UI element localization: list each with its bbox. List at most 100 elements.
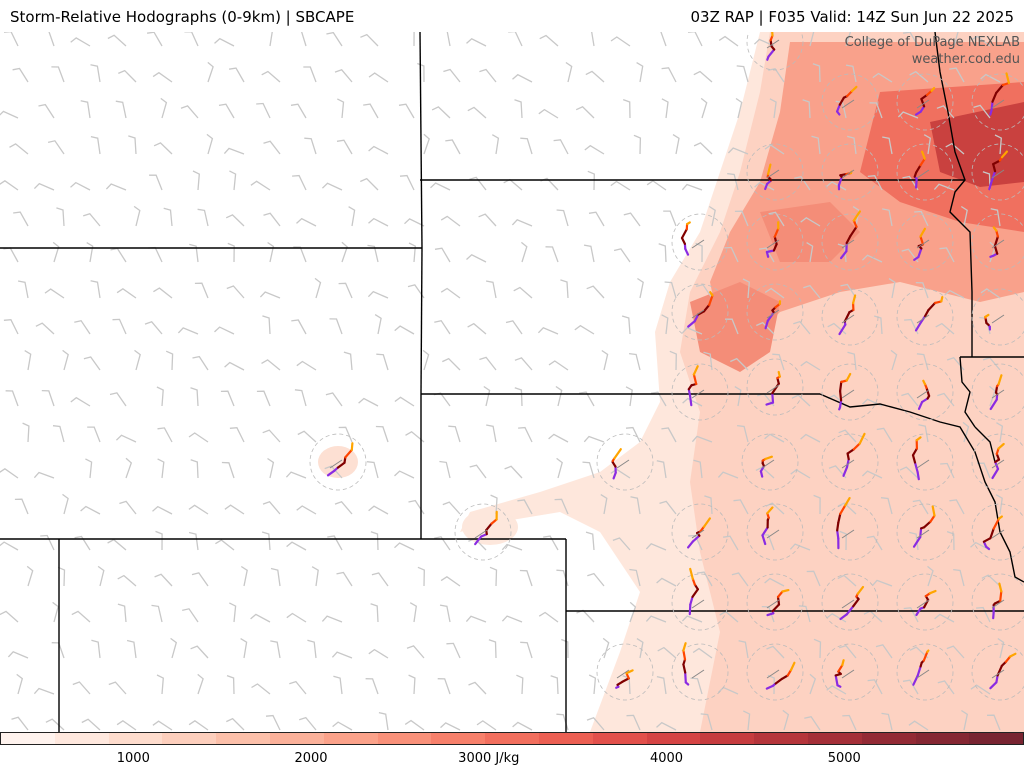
wind-barb-icon (625, 386, 633, 407)
wind-barb-icon (565, 61, 573, 83)
wind-barb-icon (871, 579, 893, 587)
wind-barb-icon (888, 278, 896, 299)
wind-barb-icon (398, 103, 415, 119)
wind-barb-icon (348, 206, 356, 227)
wind-barb-icon (294, 389, 307, 407)
wind-barb-icon (997, 637, 1005, 659)
wind-barb-icon (539, 34, 559, 47)
hodograph-icon (971, 643, 1024, 701)
wind-barb-icon (80, 100, 91, 119)
wind-barb-icon (440, 576, 461, 587)
wind-barb-icon (937, 392, 955, 407)
wind-barb-icon (157, 458, 165, 479)
wind-barb-icon (374, 314, 382, 335)
colorbar-segment (592, 733, 647, 744)
wind-barb-icon (519, 569, 533, 587)
wind-barb-icon (368, 505, 389, 515)
state-borders (0, 32, 1024, 732)
map-panel[interactable]: College of DuPage NEXLAB weather.cod.edu (0, 32, 1024, 732)
wind-barb-icon (672, 134, 680, 155)
colorbar-segment (538, 733, 593, 744)
wind-barb-icon (588, 674, 597, 695)
wind-barb-icon (486, 424, 497, 443)
wind-barb-icon (874, 315, 883, 335)
hodograph-icon (746, 358, 804, 416)
wind-barb-icon (718, 35, 739, 47)
wind-barb-icon (973, 104, 991, 119)
colorbar-segment (162, 733, 217, 744)
wind-barb-icon (869, 102, 883, 119)
wind-barb-icon (399, 174, 415, 191)
cape-shading-layer (318, 32, 1024, 732)
hodograph-icon (896, 288, 954, 346)
colorbar-segment (431, 733, 486, 744)
wind-barb-icon (433, 392, 451, 407)
wind-barb-icon (802, 99, 811, 119)
sbcape-colorbar: 1000 2000 3000 J/kg 4000 5000 (0, 732, 1024, 768)
wind-barb-icon (800, 217, 821, 227)
wind-barb-icon (226, 674, 235, 695)
wind-barb-icon (184, 32, 199, 47)
wind-barb-icon (826, 181, 847, 191)
wind-barb-icon (370, 603, 379, 623)
wind-barb-icon (658, 243, 667, 263)
wind-barb-icon (422, 349, 430, 371)
wind-barb-icon (87, 426, 101, 443)
wind-barb-icon (228, 67, 245, 83)
wind-barb-icon (229, 427, 245, 443)
wind-barb-icon (511, 219, 533, 227)
wind-barb-icon (157, 427, 173, 443)
wind-barb-icon (650, 391, 667, 407)
border-missouri-river-ne (819, 393, 1024, 583)
wind-barb-icon (292, 174, 307, 191)
wind-barb-icon (226, 285, 245, 299)
wind-barb-icon (980, 288, 1001, 299)
wind-barb-icon (847, 351, 857, 371)
wind-barb-icon (366, 461, 379, 479)
wind-barb-icon (681, 327, 703, 335)
wind-barb-icon (423, 133, 430, 155)
wind-barb-icon (296, 217, 317, 227)
wind-barb-icon (961, 709, 969, 731)
wind-barb-icon (845, 64, 857, 83)
hodograph-icon (671, 642, 729, 701)
wind-barb-icon (866, 535, 883, 551)
wind-barb-icon (329, 318, 343, 335)
wind-barb-icon (90, 135, 101, 155)
wind-barb-icon (227, 242, 235, 263)
wind-barb-icon (439, 604, 451, 623)
wind-barb-icon (981, 574, 1001, 587)
wind-barb-icon (501, 543, 523, 551)
wind-barb-icon (513, 286, 533, 299)
wind-barb-icon (394, 396, 415, 407)
wind-barb-icon (409, 602, 418, 623)
wind-barb-icon (735, 97, 743, 119)
wind-barb-icon (914, 210, 929, 227)
wind-barb-icon (26, 565, 34, 587)
wind-barb-icon (117, 574, 137, 587)
wind-barb-icon (153, 287, 173, 299)
wind-barb-icon (766, 645, 785, 659)
wind-barb-icon (622, 98, 631, 119)
wind-barb-icon (417, 62, 425, 83)
colorbar-segment (700, 733, 755, 744)
wind-barb-icon (192, 170, 200, 191)
wind-barb-icon (214, 37, 235, 47)
wind-barb-icon (45, 718, 65, 731)
wind-barb-icon (989, 385, 996, 407)
wind-barb-icon (882, 208, 893, 227)
wind-barb-icon (882, 136, 893, 155)
wind-barb-icon (554, 498, 569, 515)
wind-barb-icon (256, 102, 271, 119)
wind-barb-icon (738, 640, 749, 659)
wind-barb-icon (197, 208, 209, 227)
wind-barb-icon (586, 717, 605, 731)
wind-barb-icon (261, 70, 281, 83)
wind-barb-icon (758, 247, 775, 263)
wind-barb-icon (128, 135, 137, 155)
wind-barb-icon (939, 247, 955, 263)
wind-barb-icon (826, 685, 847, 695)
wind-barb-icon (406, 645, 425, 659)
colorbar-segment (969, 733, 1024, 744)
wind-barb-icon (838, 429, 857, 443)
